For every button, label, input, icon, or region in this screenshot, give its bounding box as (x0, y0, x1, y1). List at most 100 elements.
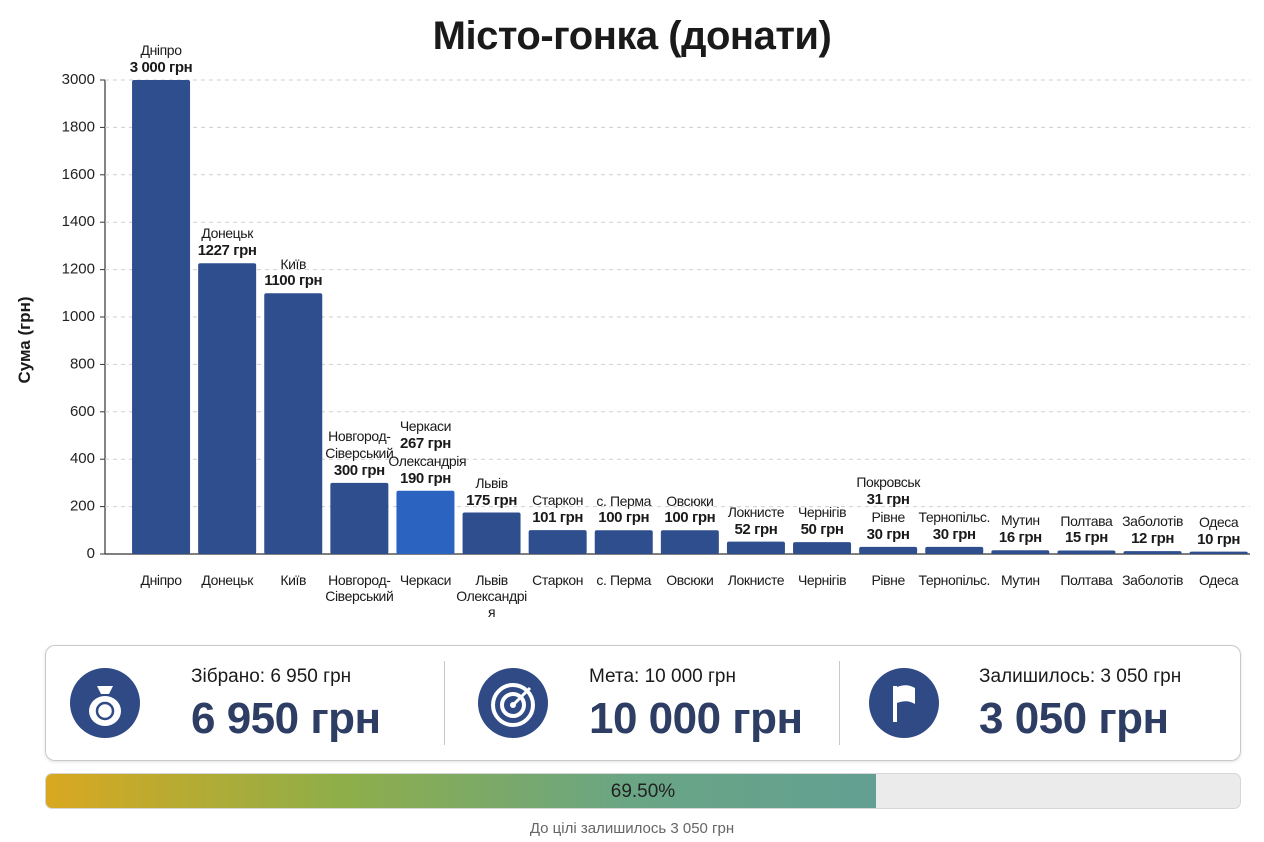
data-label-name: Мутин (1000, 512, 1040, 529)
x-tick-label: Київ (280, 572, 307, 588)
data-label: Тернопільс. 30 грн (917, 509, 991, 544)
data-label-name: Чернігів (797, 504, 847, 521)
bar (1123, 551, 1182, 554)
bar (330, 482, 389, 554)
stat-remaining: Залишилось: 3 050 грн 3 050 грн (839, 646, 1239, 760)
bar (132, 80, 191, 554)
extra-label-name: Покровськ (856, 474, 920, 491)
x-tick-label: Тернопільс. (918, 572, 990, 588)
data-label-name: Заболотів (1122, 513, 1183, 530)
stat-value: 6 950 грн (191, 694, 381, 743)
extra-label-name: Олександрія (388, 452, 467, 469)
data-label-name: Одеса (1198, 513, 1239, 530)
icon-graphic (491, 683, 535, 727)
stat-goal: Мета: 10 000 грн 10 000 грн (444, 646, 842, 760)
y-tick-label: 3000 (62, 71, 95, 88)
data-label-name: Овсюки (666, 492, 714, 509)
data-label-value: 50 грн (800, 521, 844, 539)
data-label-value: 175 грн (466, 491, 517, 509)
data-label: Дніпро 3 000 грн (124, 42, 198, 77)
bar (793, 542, 852, 554)
data-label: Покровськ 31 грн Рівне 30 грн (851, 474, 925, 544)
x-tick-label: Рівне (871, 572, 905, 588)
data-label-value: 1227 грн (197, 242, 257, 260)
data-label-name: Новгород-Сіверський (325, 428, 394, 462)
y-tick-label: 1400 (62, 213, 95, 230)
data-label: Полтава 15 грн (1049, 513, 1123, 548)
bar (726, 541, 785, 554)
y-tick-label: 600 (70, 403, 95, 420)
separator (839, 661, 840, 745)
x-tick-label: с. Перма (596, 572, 652, 588)
x-tick-label: Новгород-Сіверський (325, 572, 394, 605)
data-label: Львів 175 грн (455, 475, 529, 510)
chart-title: Місто-гонка (донати) (432, 14, 832, 58)
y-tick-label: 1600 (62, 166, 95, 183)
stat-value: 3 050 грн (979, 694, 1169, 743)
data-label: Старкон 101 грн (521, 492, 595, 527)
data-label: Донецьк 1227 грн (190, 225, 264, 260)
data-label-value: 300 грн (333, 461, 385, 479)
progress-label: 69.50% (610, 781, 676, 802)
icon-flag (869, 668, 939, 738)
x-tick-label: Черкаси (399, 572, 452, 588)
x-tick-label: Мутин (1000, 572, 1040, 588)
data-label: Київ 1100 грн (256, 256, 330, 291)
x-tick-label: Старкон (532, 572, 584, 588)
x-tick-label: Одеса (1198, 572, 1239, 588)
x-tick-label: Чернігів (797, 572, 847, 588)
x-tick-label: Овсюки (666, 572, 714, 588)
data-label-value: 52 грн (734, 520, 778, 538)
bar (925, 546, 984, 554)
y-axis-label: Сума (грн) (15, 296, 34, 384)
x-tick-label: Донецьк (201, 572, 253, 588)
data-label-name: Локнисте (727, 503, 785, 520)
data-label-value: 12 грн (1131, 530, 1175, 548)
chart: 0 200 400 600 800 1000 1200 1400 1600 1800 3000 (62, 71, 1250, 562)
data-label-value: 30 грн (866, 525, 910, 543)
y-tick-label: 1000 (62, 308, 95, 325)
bar (528, 530, 587, 554)
x-tick-label: Львів Олександрія (456, 572, 527, 621)
x-tick-label: Заболотів (1122, 572, 1183, 588)
icon-money-bag (70, 668, 140, 738)
data-label: Заболотів 12 грн (1116, 513, 1190, 548)
data-label-value: 16 грн (998, 529, 1042, 547)
summary-panel: Зібрано: 6 950 грн 6 950 грн Мета: 10 00… (45, 645, 1241, 761)
data-label-value: 30 грн (932, 525, 976, 543)
icon-graphic (893, 685, 915, 722)
separator (444, 661, 445, 745)
stat-caption: Зібрано: 6 950 грн (191, 666, 352, 687)
x-tick-label: Полтава (1060, 572, 1113, 588)
data-label-name: Донецьк (201, 225, 253, 242)
bar (198, 263, 257, 554)
extra-label-value: 31 грн (866, 491, 910, 509)
bar (264, 293, 323, 554)
progress-track: 69.50% (45, 773, 1241, 809)
y-tick-label: 1200 (62, 261, 95, 278)
x-tick-label: Локнисте (727, 572, 785, 588)
data-label-value: 101 грн (532, 509, 584, 527)
data-label-name: Тернопільс. (918, 509, 990, 526)
data-label: Черкаси 267 грн Олександрія 190 грн (388, 418, 467, 488)
data-label-name: Київ (280, 255, 307, 272)
data-label-value: 10 грн (1197, 530, 1241, 548)
data-label: Новгород-Сіверський 300 грн (322, 428, 396, 480)
y-tick-label: 800 (70, 355, 95, 372)
data-label: с. Перма 100 грн (587, 493, 661, 528)
icon-graphic (89, 686, 121, 726)
data-label-value: 267 грн (400, 434, 451, 452)
bar (1057, 550, 1116, 554)
data-label-name: Черкаси (399, 418, 452, 435)
stat-caption: Залишилось: 3 050 грн (979, 666, 1182, 687)
bar (396, 490, 455, 554)
data-label: Чернігів 50 грн (785, 504, 859, 539)
bar (594, 530, 653, 554)
data-label-name: с. Перма (596, 492, 652, 509)
data-label: Овсюки 100 грн (653, 493, 727, 528)
stat-caption: Мета: 10 000 грн (589, 666, 736, 687)
bar (991, 550, 1050, 554)
y-tick-label: 1800 (62, 118, 95, 135)
y-tick-label: 200 (70, 498, 95, 515)
